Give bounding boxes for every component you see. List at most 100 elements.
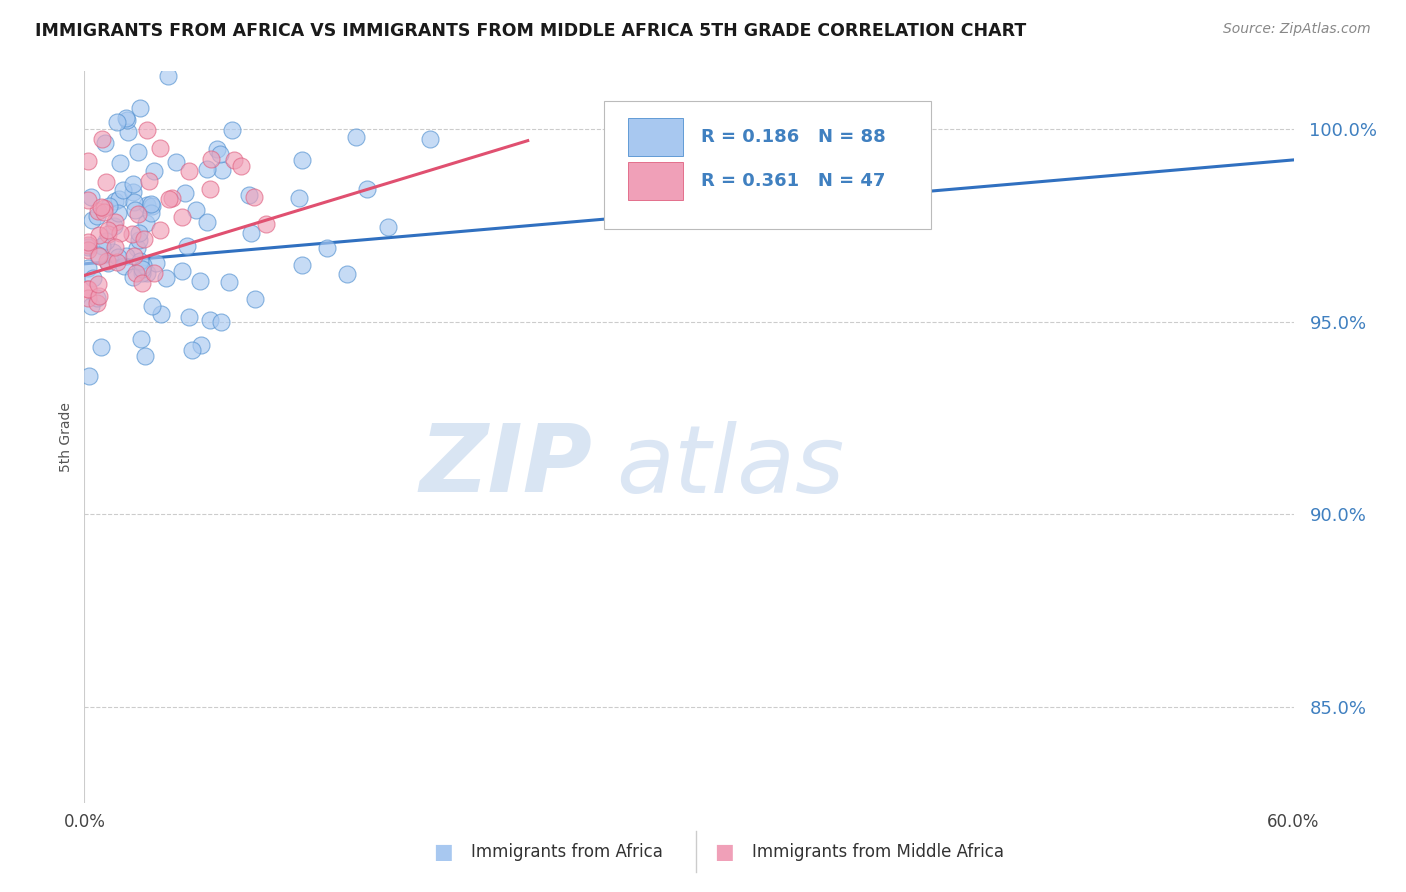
Point (115, 111, 138, 125)
Point (129, 253, 152, 268)
Point (173, 186, 195, 201)
Point (117, 125, 139, 139)
Point (131, 261, 153, 276)
Point (200, 313, 222, 327)
Point (121, 185, 143, 199)
Y-axis label: 5th Grade: 5th Grade (59, 402, 73, 472)
Point (122, 270, 145, 285)
Point (336, 268, 359, 282)
Text: Source: ZipAtlas.com: Source: ZipAtlas.com (1223, 22, 1371, 37)
Point (136, 197, 159, 211)
Point (170, 264, 193, 278)
Point (107, 250, 129, 264)
Point (205, 142, 228, 156)
Point (93, 201, 115, 215)
Point (132, 258, 155, 272)
Point (155, 271, 177, 285)
FancyBboxPatch shape (605, 101, 931, 228)
Text: atlas: atlas (616, 421, 845, 512)
Point (77, 260, 100, 275)
Point (80, 299, 103, 313)
Point (127, 145, 149, 160)
Point (208, 146, 231, 161)
Point (101, 245, 124, 260)
Point (77, 235, 100, 250)
Point (96, 254, 118, 268)
Point (107, 205, 129, 219)
FancyBboxPatch shape (628, 162, 683, 200)
Point (138, 173, 160, 187)
Text: ZIP: ZIP (419, 420, 592, 512)
Point (87, 250, 110, 264)
Point (200, 182, 222, 196)
Point (165, 155, 187, 169)
Point (82, 270, 104, 285)
Point (107, 193, 129, 207)
Point (143, 163, 166, 178)
Point (111, 183, 134, 197)
Point (122, 194, 145, 209)
Point (200, 153, 222, 167)
Point (97, 227, 120, 241)
Point (77, 238, 100, 252)
Point (142, 266, 165, 280)
Point (129, 332, 152, 346)
Point (124, 203, 146, 218)
Point (195, 162, 218, 177)
Point (145, 256, 167, 270)
FancyBboxPatch shape (628, 118, 683, 156)
Point (94, 234, 117, 248)
Point (245, 292, 267, 306)
Point (136, 266, 159, 280)
Point (131, 277, 153, 291)
Point (86, 248, 108, 262)
Point (141, 299, 163, 313)
Text: ■: ■ (433, 842, 453, 862)
Point (177, 164, 200, 178)
Point (91, 132, 114, 146)
Point (157, 192, 180, 206)
Point (86, 209, 108, 223)
Point (79, 190, 101, 204)
Point (124, 248, 146, 262)
Point (114, 249, 136, 263)
Point (150, 308, 173, 322)
Point (90, 200, 112, 214)
Point (87, 277, 110, 291)
Point (77, 193, 100, 207)
Point (240, 227, 263, 241)
Point (224, 153, 246, 167)
Point (141, 197, 163, 211)
Point (160, 191, 183, 205)
Point (121, 227, 143, 241)
Point (105, 255, 128, 269)
Point (77, 282, 100, 296)
Point (125, 266, 148, 280)
Text: ■: ■ (714, 842, 734, 862)
Point (110, 226, 132, 240)
Point (87, 288, 110, 302)
Point (221, 123, 243, 137)
Point (238, 187, 260, 202)
Point (94, 175, 117, 189)
Point (122, 177, 145, 191)
Point (112, 259, 135, 273)
Point (79, 368, 101, 383)
Point (103, 219, 125, 234)
Point (128, 226, 150, 240)
Point (77, 291, 100, 305)
Point (97, 222, 120, 236)
Point (131, 266, 153, 280)
Point (291, 258, 314, 272)
Text: Immigrants from Middle Africa: Immigrants from Middle Africa (752, 843, 1004, 861)
Point (86, 295, 108, 310)
Point (356, 182, 378, 196)
Point (127, 207, 149, 221)
Point (344, 130, 367, 145)
Point (136, 123, 159, 137)
Text: R = 0.361   N = 47: R = 0.361 N = 47 (702, 172, 886, 190)
Text: R = 0.186   N = 88: R = 0.186 N = 88 (702, 128, 886, 146)
Point (288, 191, 311, 205)
Point (254, 217, 277, 231)
Point (104, 215, 127, 229)
